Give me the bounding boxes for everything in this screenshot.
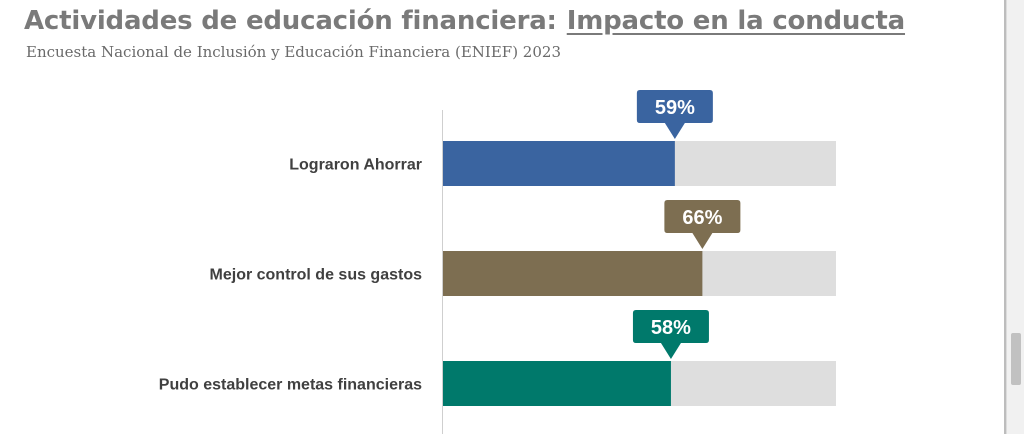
vertical-scrollbar[interactable] (1006, 0, 1024, 434)
bar-1 (443, 141, 675, 186)
data-label-1: 59% (655, 97, 695, 119)
category-label-1: Lograron Ahorrar (289, 157, 422, 174)
bar-2 (443, 251, 703, 296)
scrollbar-divider (1004, 0, 1007, 434)
value-callout-1 (636, 90, 713, 139)
scrollbar-thumb[interactable] (1011, 333, 1021, 385)
chart-title-main: Actividades de educación financiera: (24, 6, 557, 36)
chart-subtitle: Encuesta Nacional de Inclusión y Educaci… (26, 43, 561, 61)
data-label-2: 66% (682, 207, 722, 229)
category-label-2: Mejor control de sus gastos (210, 267, 423, 284)
chart-title: Actividades de educación financiera: Impa… (24, 6, 905, 36)
category-label-3: Pudo establecer metas financieras (159, 377, 422, 394)
value-callout-2 (664, 200, 741, 249)
value-callout-3 (632, 310, 709, 359)
bar-chart: Lograron Ahorrar 59% Mejor control de sus … (159, 90, 836, 434)
data-label-3: 58% (651, 317, 691, 339)
bar-3 (443, 361, 671, 406)
chart-title-underlined: Impacto en la conducta (566, 6, 906, 36)
